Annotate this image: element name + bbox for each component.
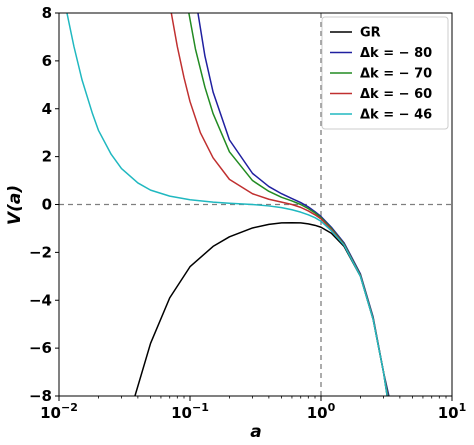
y-tick-label: 4	[42, 100, 52, 118]
y-axis-label: V(a)	[5, 185, 25, 225]
plot-area	[59, 13, 452, 396]
legend-label-2: Δk = − 70	[360, 67, 432, 82]
legend-label-4: Δk = − 46	[360, 108, 432, 123]
series-layer	[66, 13, 390, 396]
x-axis-label: a	[250, 422, 261, 442]
x-tick-label: 100	[307, 401, 336, 422]
y-tick-label: 8	[42, 4, 52, 22]
x-tick-label: 10−1	[171, 401, 209, 422]
legend-label-1: Δk = − 80	[360, 46, 432, 61]
series-line-0	[134, 221, 388, 396]
y-tick-label: −8	[29, 387, 52, 405]
y-tick-label: 6	[42, 52, 52, 70]
y-tick-label: 0	[42, 196, 52, 214]
axes-layer: −8 −6 −4 −2 0 2 4 6 8 10−2 10−1 100 101	[29, 4, 466, 422]
y-tick-label: −6	[29, 339, 52, 357]
y-tick-label: −2	[29, 243, 52, 261]
legend-box	[321, 16, 449, 130]
x-tick-label: 101	[438, 401, 467, 422]
legend: GR Δk = − 80 Δk = − 70 Δk = − 60 Δk = − 46	[321, 16, 449, 130]
legend-label-0: GR	[360, 26, 381, 41]
legend-label-3: Δk = − 60	[360, 87, 432, 102]
y-tick-label: 2	[42, 148, 52, 166]
x-tick-label: 10−2	[40, 401, 78, 422]
series-line-4	[66, 13, 388, 396]
y-tick-label: −4	[29, 291, 52, 309]
